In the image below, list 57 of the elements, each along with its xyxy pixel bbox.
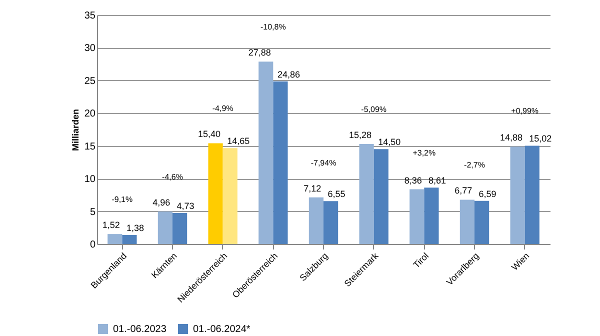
bar [324,201,338,244]
data-label: 15,28 [349,130,372,140]
annotation: -4,9% [212,104,234,114]
data-label: 6,59 [478,188,496,199]
y-tick-label: 10 [84,174,96,186]
bar [374,149,388,244]
data-label: 27,88 [248,48,271,58]
data-label: 6,77 [454,186,472,196]
y-axis-title: Milliarden [70,108,80,152]
bar [172,213,188,244]
bar [222,148,238,244]
data-label: 8,36 [404,175,422,186]
annotation: -2,7% [464,160,485,170]
bar [410,189,424,244]
legend-label: 01.-06.2024* [193,324,250,335]
bar [308,197,324,244]
data-label: 15,40 [198,129,221,140]
legend-label: 01.-06.2023 [113,324,167,335]
x-tick-label: Tirol [411,250,431,270]
annotation: -4,6% [162,172,183,182]
data-label: 24,86 [277,69,300,80]
annotation: -10,8% [260,22,286,32]
data-label: 4,96 [152,198,170,208]
y-tick-label: 5 [90,206,96,218]
data-label: 15,02 [529,134,552,144]
bar [359,144,374,244]
data-label: 14,65 [227,136,250,146]
bar [524,146,540,244]
y-tick-label: 25 [84,76,96,87]
data-label: 1,38 [126,222,144,233]
bar [108,234,122,244]
annotation: +3,2% [412,148,436,158]
bar [273,81,288,244]
data-label: 4,73 [176,201,194,212]
bar [474,200,490,244]
annotation: +0,99% [511,106,539,116]
y-tick-label: 0 [90,240,96,250]
bar [424,188,439,244]
data-label: 6,55 [328,189,346,200]
bar [510,146,525,244]
bar [258,62,274,244]
y-tick-label: 30 [84,43,96,54]
data-label: 8,61 [428,176,446,186]
data-label: 14,88 [500,132,523,143]
y-tick-label: 35 [84,10,96,22]
bar [122,234,137,244]
bar [208,143,223,244]
data-label: 14,50 [378,137,401,148]
annotation: -9,1% [112,195,133,204]
bar [460,200,474,244]
y-tick-label: 20 [84,108,96,120]
bar [158,212,172,244]
data-label: 7,12 [304,183,322,194]
data-label: 1,52 [102,220,120,230]
y-tick-label: 15 [84,141,96,152]
annotation: -7,94% [310,158,336,168]
annotation: -5,09% [361,105,387,114]
